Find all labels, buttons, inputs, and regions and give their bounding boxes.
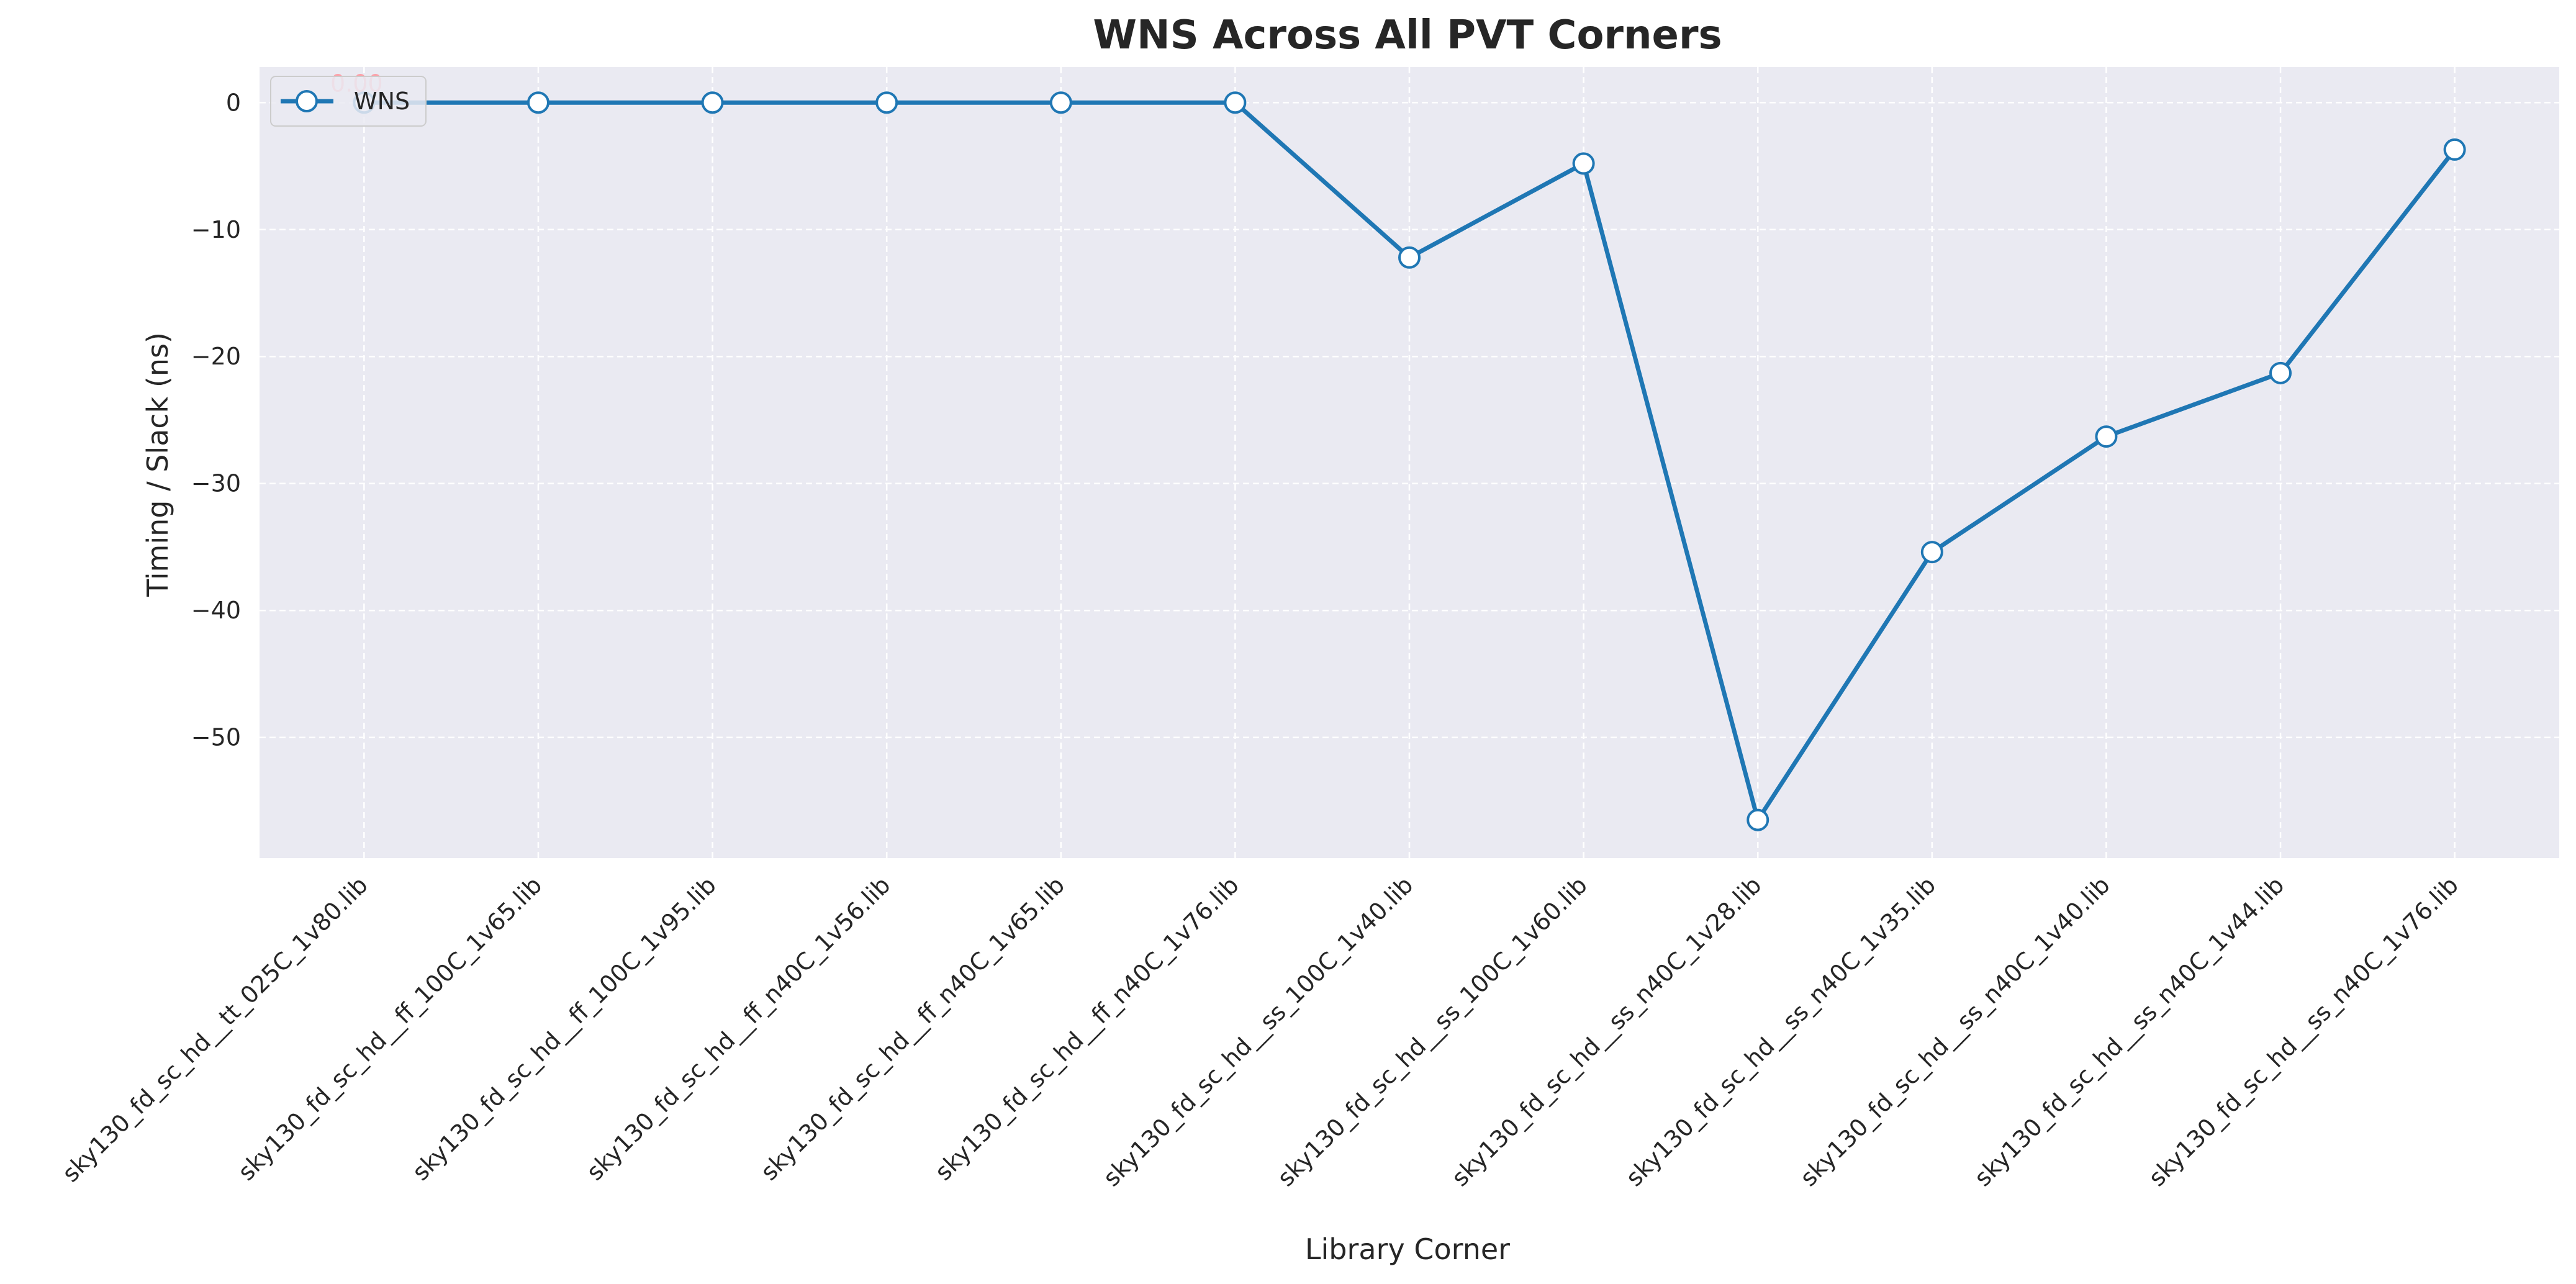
- data-point: [1398, 246, 1421, 269]
- data-point: [2443, 138, 2466, 161]
- y-tick-label: 0: [226, 89, 241, 116]
- data-point: [875, 91, 898, 114]
- data-point: [1224, 91, 1247, 114]
- y-tick-label: −30: [191, 470, 241, 497]
- series-group: [353, 91, 2466, 831]
- y-tick-label: −50: [191, 724, 241, 751]
- y-tick-label: −20: [191, 343, 241, 370]
- data-point: [701, 91, 724, 114]
- chart-title: WNS Across All PVT Corners: [1093, 12, 1722, 58]
- legend-box: [270, 76, 427, 127]
- data-point: [1572, 152, 1595, 175]
- x-axis-label: Library Corner: [1305, 1232, 1510, 1266]
- legend-marker-sample: [296, 90, 318, 112]
- y-tick-label: −10: [191, 216, 241, 243]
- legend: WNS: [270, 76, 427, 127]
- data-point: [1920, 541, 1943, 564]
- y-axis-label: Timing / Slack (ns): [141, 332, 174, 597]
- plot-area: [260, 67, 2559, 858]
- y-tick-labels: 0 −10 −20 −30 −40 −50: [191, 89, 241, 751]
- data-point: [526, 91, 549, 114]
- data-point: [2095, 425, 2118, 448]
- data-point: [1049, 91, 1072, 114]
- data-point: [1747, 808, 1769, 831]
- data-point: [2269, 361, 2292, 384]
- legend-entry-wns: WNS: [354, 88, 410, 115]
- y-tick-label: −40: [191, 597, 241, 624]
